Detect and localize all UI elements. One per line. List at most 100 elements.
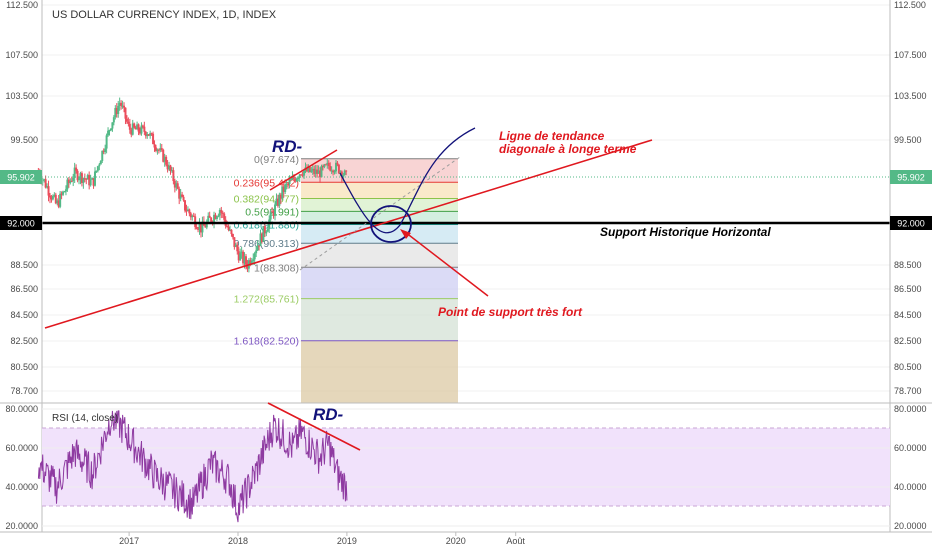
- fib-zone: [301, 211, 458, 225]
- candle-body: [93, 171, 96, 186]
- diagonal-trendline[interactable]: [44, 139, 653, 329]
- candle-body: [160, 148, 163, 150]
- candle-body: [292, 176, 295, 179]
- trendline-label-1: Ligne de tendance: [499, 129, 605, 143]
- candle-body: [220, 209, 223, 213]
- candle-body: [207, 215, 210, 222]
- candle-body: [70, 180, 73, 182]
- rsi-line: [37, 410, 348, 523]
- candle-body: [56, 200, 59, 204]
- candle-body: [305, 167, 308, 172]
- candle-body: [297, 177, 300, 179]
- candle-body: [152, 133, 155, 145]
- rsi-tick-label: 80.0000: [5, 404, 38, 414]
- candle-body: [284, 184, 287, 192]
- candle-body: [237, 251, 240, 261]
- rsi-tick-label: 80.0000: [894, 404, 927, 414]
- price-tick-label: 103.500: [5, 91, 38, 101]
- candle-body: [179, 194, 182, 199]
- fib-zone: [301, 198, 458, 212]
- price-tick-label: 80.500: [894, 362, 922, 372]
- price-tick-label: 99.500: [10, 135, 38, 145]
- candle-body: [262, 226, 265, 242]
- candle-body: [76, 170, 79, 181]
- rsi-axis-left[interactable]: 80.0000 60.0000 40.0000 20.0000: [5, 404, 38, 531]
- candle-body: [215, 216, 218, 219]
- rsi-tick-label: 60.0000: [894, 443, 927, 453]
- candle-body: [109, 128, 112, 131]
- candle-body: [85, 178, 88, 180]
- candle-body: [98, 164, 101, 167]
- price-tick-label: 88.500: [10, 260, 38, 270]
- candle-body: [176, 183, 179, 189]
- candle-body: [310, 170, 313, 172]
- candle-body: [69, 180, 72, 183]
- candle-body: [288, 179, 291, 184]
- candle-body: [57, 200, 60, 207]
- candle-body: [230, 229, 233, 235]
- candle-body: [101, 150, 104, 161]
- candle-body: [136, 124, 139, 130]
- candle-body: [63, 191, 66, 193]
- candle-body: [53, 194, 56, 197]
- support-point-label: Point de support très fort: [438, 305, 583, 319]
- price-axis-right[interactable]: 112.500 107.500 103.500 99.500 88.500 86.500 8…: [894, 0, 927, 396]
- candle-body: [329, 166, 332, 171]
- current-price-badge-left: 95.902: [0, 170, 42, 184]
- support-label: Support Historique Horizontal: [600, 225, 771, 239]
- candle-body: [137, 124, 140, 132]
- fibonacci-retracement[interactable]: 0(97.674)0.236(95.452)0.382(94.077)0.5(9…: [234, 154, 458, 403]
- candle-body: [226, 226, 229, 228]
- candle-body: [227, 226, 230, 230]
- rsi-axis-right[interactable]: 80.0000 60.0000 40.0000 20.0000: [894, 404, 927, 531]
- candle-body: [271, 211, 274, 213]
- candle-body: [217, 215, 220, 217]
- candle-body: [295, 178, 298, 182]
- candle-body: [240, 251, 243, 254]
- candle-body: [311, 168, 314, 171]
- candle-body: [150, 133, 153, 135]
- fib-zone: [301, 243, 458, 268]
- price-divergence-line[interactable]: [269, 149, 338, 191]
- candle-body: [124, 107, 127, 119]
- candle-body: [62, 191, 65, 195]
- candle-body: [165, 156, 168, 165]
- support-arrow[interactable]: [404, 231, 489, 297]
- candle-body: [192, 215, 195, 217]
- candle-body: [166, 164, 169, 170]
- projection-curve[interactable]: [339, 127, 476, 234]
- candle-body: [330, 170, 333, 172]
- price-tick-label: 112.500: [6, 0, 38, 10]
- candle-body: [214, 214, 217, 219]
- price-tick-label: 82.500: [894, 336, 922, 346]
- rsi-divergence-line[interactable]: [267, 402, 361, 451]
- support-circle[interactable]: [370, 205, 412, 243]
- fib-zone: [301, 224, 458, 244]
- candle-body: [173, 181, 176, 188]
- candle-body: [314, 169, 317, 174]
- candle-body: [301, 174, 304, 176]
- price-tick-label: 88.500: [894, 260, 922, 270]
- price-axis-left[interactable]: 112.500 107.500 103.500 99.500 88.500 86.500 8…: [5, 0, 38, 396]
- candle-body: [243, 256, 246, 264]
- candle-body: [256, 245, 259, 251]
- candle-body: [159, 148, 162, 151]
- candle-body: [324, 164, 327, 166]
- candle-body: [75, 167, 78, 171]
- price-tick-label: 80.500: [10, 362, 38, 372]
- current-price-badge-right: 95.902: [890, 170, 932, 184]
- candle-body: [282, 186, 285, 192]
- candle-body: [78, 178, 81, 181]
- fib-level-label: 0.786(90.313): [234, 238, 299, 250]
- candle-body: [337, 164, 340, 174]
- candle-body: [274, 204, 277, 216]
- candle-body: [194, 216, 197, 227]
- candle-body: [236, 244, 239, 252]
- time-axis[interactable]: 2017 2018 2019 2020 Août: [119, 532, 525, 546]
- rsi-tick-label: 60.0000: [5, 443, 38, 453]
- price-tick-label: 103.500: [894, 91, 927, 101]
- candle-body: [186, 209, 189, 212]
- candle-body: [114, 108, 117, 118]
- candle-body: [265, 231, 268, 234]
